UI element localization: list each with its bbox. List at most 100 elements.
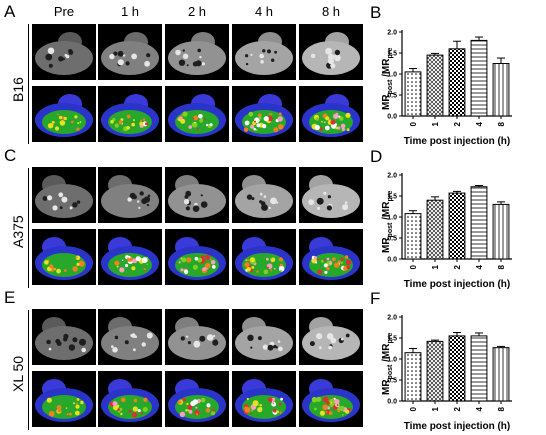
x-axis-label: Time post injection (h) [404, 279, 510, 290]
mri-gray-xl50-1h [98, 309, 162, 365]
x-tick-label-2: 2 [453, 264, 462, 269]
y-tick-label: 1.5 [387, 51, 397, 58]
mri-gray-a375-1h [98, 167, 162, 223]
mri-color-xl50-1h [98, 371, 162, 427]
mri-gray-b16-8h [299, 24, 363, 80]
mri-color-b16-4h [232, 86, 296, 142]
y-axis-label: MRpost /MRpre [381, 333, 394, 395]
bar-1 [426, 199, 444, 260]
mri-color-b16-1h [98, 86, 162, 142]
time-label-1h: 1 h [120, 4, 140, 19]
mri-gray-xl50-4h [232, 309, 296, 365]
y-tick-label: 0.5 [387, 378, 397, 385]
y-tick-label: 1.0 [387, 72, 397, 79]
y-tick-label: 1.0 [387, 215, 397, 222]
mri-color-xl50-8h [299, 371, 363, 427]
y-tick-label: 0.0 [387, 114, 397, 121]
mri-gray-a375-2h [165, 167, 229, 223]
bar-0 [404, 213, 422, 260]
mri-gray-xl50-2h [165, 309, 229, 365]
y-axis-label: MRpost /MRpre [381, 48, 394, 110]
mri-gray-b16-1h [98, 24, 162, 80]
mri-gray-b16-2h [165, 24, 229, 80]
bar-8 [492, 63, 510, 117]
x-tick-label-4: 4 [475, 406, 484, 411]
bar-0 [404, 352, 422, 402]
mri-color-a375-4h [232, 229, 296, 285]
bar-0 [404, 71, 422, 117]
bar-2 [448, 192, 466, 260]
x-tick-label-8: 8 [497, 406, 506, 411]
mri-color-b16-2h [165, 86, 229, 142]
y-tick-label: 2.0 [387, 30, 397, 37]
mri-gray-xl50-8h [299, 309, 363, 365]
y-tick-label: 1.5 [387, 194, 397, 201]
time-label-8h: 8 h [321, 4, 341, 19]
y-axis-label: MRpost /MRpre [381, 191, 394, 253]
x-tick-label-8: 8 [497, 264, 506, 269]
x-axis-label: Time post injection (h) [404, 136, 510, 147]
mri-color-xl50-4h [232, 371, 296, 427]
mri-color-b16-pre [32, 86, 96, 142]
y-tick-label: 1.0 [387, 357, 397, 364]
mri-gray-b16-pre [32, 24, 96, 80]
x-tick-label-1: 1 [431, 121, 440, 126]
y-tick-label: 0.0 [387, 257, 397, 264]
panel-letter-c: C [4, 146, 17, 165]
x-tick-label-8: 8 [497, 121, 506, 126]
mri-color-a375-pre [32, 229, 96, 285]
x-tick-label-1: 1 [431, 264, 440, 269]
mri-color-b16-8h [299, 86, 363, 142]
y-tick-label: 0.5 [387, 236, 397, 243]
bar-8 [492, 203, 510, 260]
panel-letter-b: B [370, 3, 382, 22]
bar-1 [426, 340, 444, 402]
mri-color-a375-1h [98, 229, 162, 285]
row-label-a375: A375 [10, 215, 26, 248]
bar-4 [470, 39, 488, 117]
mri-gray-b16-4h [232, 24, 296, 80]
time-label-2h: 2 h [187, 4, 207, 19]
bar-2 [448, 48, 466, 117]
x-axis-label: Time post injection (h) [404, 421, 510, 432]
x-tick-label-4: 4 [475, 264, 484, 269]
panel-letter-e: E [4, 288, 16, 307]
y-tick-label: 0.0 [387, 399, 397, 406]
x-tick-label-0: 0 [409, 264, 418, 269]
row-separator-b16 [28, 24, 29, 144]
y-tick-label: 1.5 [387, 336, 397, 343]
mri-gray-a375-pre [32, 167, 96, 223]
chart-b: MRpost /MRpre 0.0 0.5 1.0 1.5 2.0 0 1 2 4 8 Time po… [381, 30, 512, 147]
x-tick-label-1: 1 [431, 406, 440, 411]
x-tick-label-2: 2 [453, 406, 462, 411]
x-tick-label-2: 2 [453, 121, 462, 126]
row-separator-xl50 [28, 310, 29, 430]
row-label-xl50: XL 50 [10, 355, 26, 392]
panel-letter-a: A [4, 2, 16, 21]
bar-4 [470, 186, 488, 260]
mri-color-a375-2h [165, 229, 229, 285]
mri-gray-xl50-pre [32, 309, 96, 365]
time-label-4h: 4 h [254, 4, 274, 19]
panel-letter-d: D [370, 147, 383, 166]
y-tick-label: 2.0 [387, 173, 397, 180]
bar-4 [470, 335, 488, 402]
x-tick-label-4: 4 [475, 121, 484, 126]
x-tick-label-0: 0 [409, 121, 418, 126]
y-tick-label: 0.5 [387, 93, 397, 100]
chart-f: MRpost /MRpre 0.0 0.5 1.0 1.5 2.0 0 1 2 4 8 Time po… [381, 315, 512, 432]
mri-gray-a375-4h [232, 167, 296, 223]
row-label-b16: B16 [10, 77, 26, 102]
bar-1 [426, 54, 444, 117]
mri-gray-a375-8h [299, 167, 363, 223]
panel-letter-f: F [370, 289, 381, 308]
mri-color-xl50-2h [165, 371, 229, 427]
bar-2 [448, 335, 466, 402]
row-separator-a375 [28, 168, 29, 288]
time-label-pre: Pre [53, 4, 75, 19]
chart-d: MRpost /MRpre 0.0 0.5 1.0 1.5 2.0 0 1 2 4 8 Time po… [381, 173, 512, 290]
bar-8 [492, 347, 510, 402]
mri-color-xl50-pre [32, 371, 96, 427]
y-tick-label: 2.0 [387, 315, 397, 322]
mri-color-a375-8h [299, 229, 363, 285]
